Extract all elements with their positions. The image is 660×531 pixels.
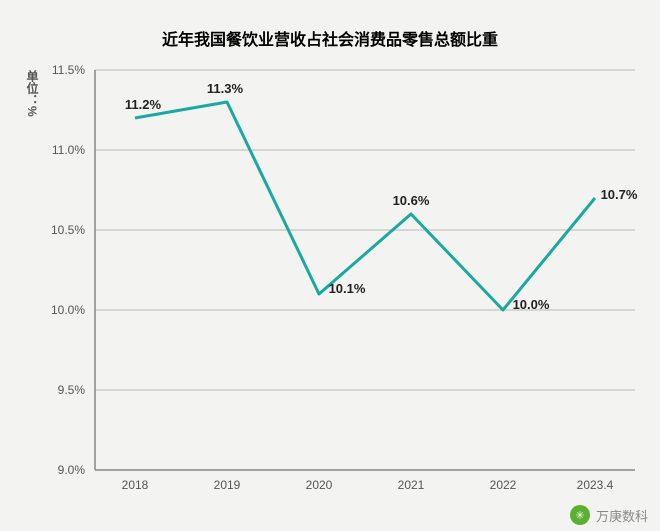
chart-title: 近年我国餐饮业营收占社会消费品零售总额比重	[0, 26, 660, 50]
data-point-label: 10.1%	[329, 281, 366, 296]
y-tick-label: 9.0%	[58, 463, 85, 477]
y-tick-label: 11.5%	[52, 63, 85, 77]
chart-container: 近年我国餐饮业营收占社会消费品零售总额比重 单位：% 9.0%9.5%10.0%…	[0, 0, 660, 531]
data-point-label: 10.6%	[393, 193, 430, 208]
footer-text: 万庚数科	[596, 506, 648, 525]
plot-area: 9.0%9.5%10.0%10.5%11.0%11.5%201820192020…	[95, 70, 635, 470]
x-tick-label: 2020	[306, 478, 333, 492]
data-point-label: 11.3%	[207, 81, 243, 96]
footer: ✳ 万庚数科	[570, 505, 648, 525]
data-point-label: 11.2%	[125, 97, 161, 112]
y-tick-label: 11.0%	[52, 143, 85, 157]
y-tick-label: 10.0%	[51, 303, 85, 317]
x-tick-label: 2021	[398, 478, 425, 492]
y-tick-label: 10.5%	[51, 223, 85, 237]
y-tick-label: 9.5%	[58, 383, 85, 397]
x-tick-label: 2019	[214, 478, 241, 492]
x-tick-label: 2023.4	[577, 478, 614, 492]
x-tick-label: 2018	[122, 478, 149, 492]
data-point-label: 10.0%	[513, 297, 550, 312]
x-tick-label: 2022	[490, 478, 517, 492]
y-axis-label: 单位：%	[24, 70, 41, 117]
line-chart-svg	[95, 70, 635, 470]
data-point-label: 10.7%	[601, 187, 638, 202]
wechat-logo-icon: ✳	[570, 505, 590, 525]
